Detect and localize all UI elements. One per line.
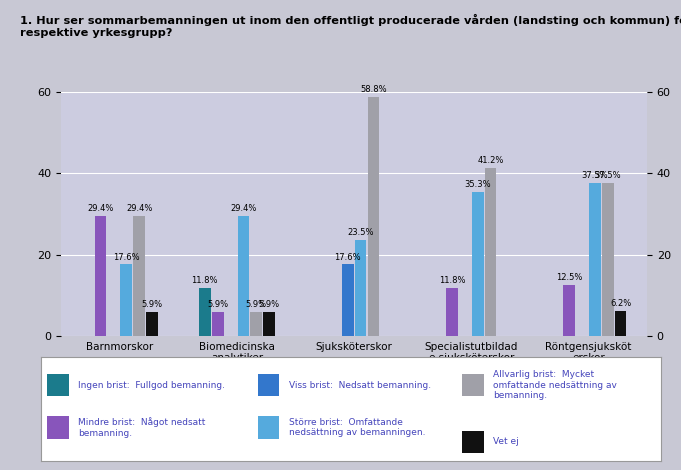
Text: 29.4%: 29.4% <box>230 204 257 213</box>
Text: Ingen brist:  Fullgod bemanning.: Ingen brist: Fullgod bemanning. <box>78 381 225 390</box>
Text: 5.9%: 5.9% <box>246 300 267 309</box>
Bar <box>368 96 379 336</box>
Text: 58.8%: 58.8% <box>360 85 387 94</box>
Bar <box>615 311 627 336</box>
Text: 12.5%: 12.5% <box>556 273 582 282</box>
Text: 11.8%: 11.8% <box>191 276 218 285</box>
Text: 35.3%: 35.3% <box>464 180 491 189</box>
Bar <box>446 288 458 336</box>
Text: 29.4%: 29.4% <box>87 204 114 213</box>
Bar <box>47 374 69 397</box>
Text: 37.5%: 37.5% <box>595 172 621 180</box>
Text: 1. Hur ser sommarbemanningen ut inom den offentligt producerade vården (landstin: 1. Hur ser sommarbemanningen ut inom den… <box>20 14 681 38</box>
Bar <box>462 374 484 397</box>
Text: 5.9%: 5.9% <box>207 300 228 309</box>
Bar <box>563 285 575 336</box>
Bar <box>264 312 275 336</box>
Text: 6.2%: 6.2% <box>610 299 631 308</box>
Bar <box>133 216 145 336</box>
Bar <box>462 431 484 454</box>
Bar <box>199 288 210 336</box>
Text: Större brist:  Omfattande
nedsättning av bemanningen.: Större brist: Omfattande nedsättning av … <box>289 418 425 437</box>
Bar <box>485 168 496 336</box>
Bar <box>95 216 106 336</box>
Bar <box>212 312 223 336</box>
Bar <box>472 192 484 336</box>
Text: 23.5%: 23.5% <box>347 228 374 237</box>
Bar <box>146 312 158 336</box>
Text: Viss brist:  Nedsatt bemanning.: Viss brist: Nedsatt bemanning. <box>289 381 431 390</box>
Bar <box>251 312 262 336</box>
Bar <box>602 183 614 336</box>
Bar <box>121 264 132 336</box>
Text: Mindre brist:  Något nedsatt
bemanning.: Mindre brist: Något nedsatt bemanning. <box>78 417 206 438</box>
Text: Allvarlig brist:  Mycket
omfattande nedsättning av
bemanning.: Allvarlig brist: Mycket omfattande nedsä… <box>493 370 617 400</box>
Bar <box>342 264 353 336</box>
Text: 17.6%: 17.6% <box>113 252 140 261</box>
Bar <box>257 416 279 439</box>
Text: 41.2%: 41.2% <box>477 157 504 165</box>
Text: 5.9%: 5.9% <box>142 300 163 309</box>
Bar <box>589 183 601 336</box>
Bar <box>355 240 366 336</box>
Text: 17.6%: 17.6% <box>334 252 361 261</box>
Text: 11.8%: 11.8% <box>439 276 465 285</box>
Text: 29.4%: 29.4% <box>126 204 153 213</box>
Text: 37.5%: 37.5% <box>582 172 608 180</box>
Text: Vet ej: Vet ej <box>493 438 519 446</box>
Bar <box>257 374 279 397</box>
Text: 5.9%: 5.9% <box>259 300 280 309</box>
Bar <box>47 416 69 439</box>
Bar <box>238 216 249 336</box>
